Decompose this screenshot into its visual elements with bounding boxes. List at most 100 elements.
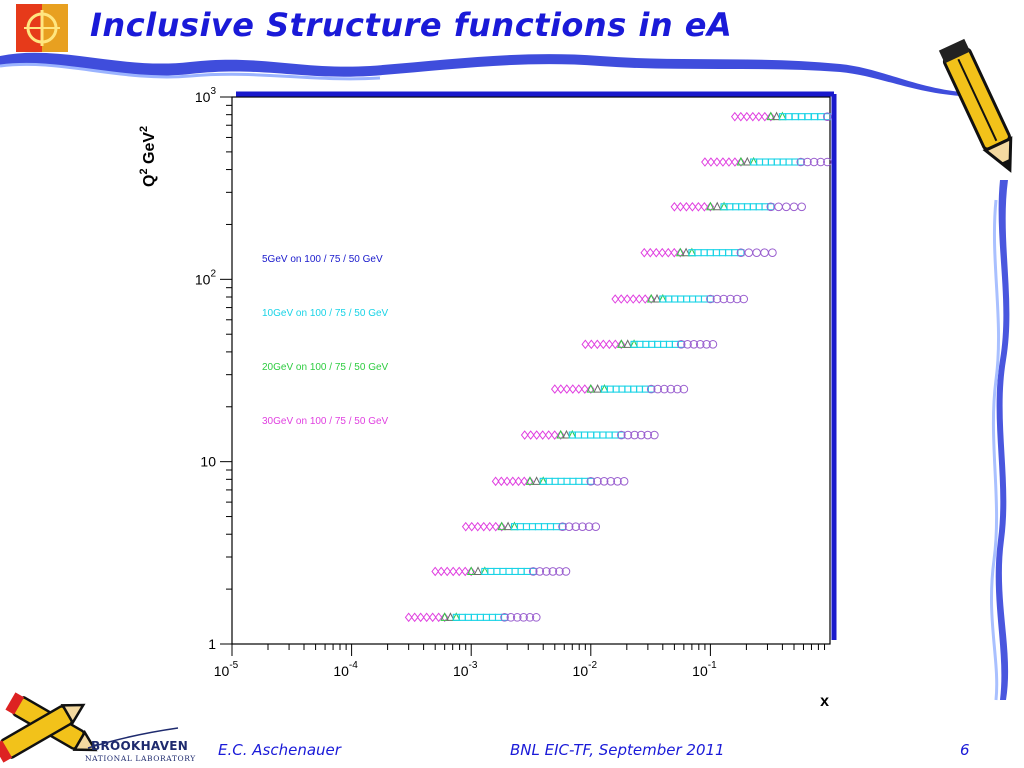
circle-marker <box>512 613 522 622</box>
diamond-marker <box>538 430 547 440</box>
circle-marker <box>653 384 663 394</box>
circle-marker <box>500 613 509 622</box>
circle-marker <box>531 613 541 622</box>
y-tick-label: 10 <box>200 454 216 470</box>
diamond-marker <box>587 339 596 350</box>
diamond-marker <box>556 430 565 440</box>
circle-marker <box>646 384 656 394</box>
circle-marker <box>617 430 626 440</box>
diamond-marker <box>688 201 697 212</box>
circle-marker <box>695 340 705 349</box>
diamond-marker <box>593 339 602 350</box>
diamond-marker <box>611 294 620 304</box>
circle-marker <box>726 294 735 304</box>
circle-marker <box>623 430 633 440</box>
triangle-marker <box>593 383 602 393</box>
diamond-marker <box>416 612 425 623</box>
triangle-marker <box>681 247 691 257</box>
bnl-logo-text: BROOKHAVEN <box>91 739 189 753</box>
circle-marker <box>630 430 639 440</box>
square-marker <box>737 249 745 257</box>
circle-marker <box>673 384 682 394</box>
conference-logo <box>16 4 68 52</box>
square-marker <box>767 203 775 211</box>
diamond-marker <box>574 384 583 394</box>
diamond-marker <box>491 476 500 487</box>
triangle-marker <box>766 111 776 121</box>
circle-marker <box>796 157 806 167</box>
y-tick-label: 102 <box>195 268 217 287</box>
circle-marker <box>768 248 777 257</box>
triangle-marker <box>706 201 715 211</box>
slide-title: Inclusive Structure functions in eA <box>90 6 733 44</box>
diamond-marker <box>520 430 529 440</box>
diamond-marker <box>514 476 523 487</box>
diamond-marker <box>599 339 608 350</box>
diamond-marker <box>431 566 440 577</box>
y-axis-label: Q2 GeV2 <box>138 126 158 187</box>
diamond-marker <box>550 430 559 440</box>
diamond-marker <box>404 612 413 623</box>
diamond-marker <box>455 566 464 577</box>
diamond-marker <box>682 201 691 212</box>
diamond-marker <box>410 612 419 623</box>
y-tick-label: 103 <box>195 86 217 105</box>
circle-marker <box>683 340 692 349</box>
plot-area <box>231 96 831 645</box>
legend-entry: 10GeV on 100 / 75 / 50 GeV <box>262 308 389 319</box>
circle-marker <box>561 567 571 576</box>
circle-marker <box>706 294 715 304</box>
diamond-marker <box>754 111 763 122</box>
triangle-marker <box>742 156 752 166</box>
legend-entry: 5GeV on 100 / 75 / 50 GeV <box>262 254 383 265</box>
diamond-marker <box>676 247 685 258</box>
circle-marker <box>739 294 749 304</box>
circle-marker <box>666 384 676 394</box>
circle-marker <box>823 157 832 167</box>
circle-marker <box>506 613 516 622</box>
diamond-marker <box>461 566 470 577</box>
footer-author: E.C. Aschenauer <box>218 741 341 759</box>
circle-marker <box>613 477 622 486</box>
circle-marker <box>659 384 669 394</box>
circle-marker <box>803 157 812 167</box>
circle-marker <box>732 294 742 304</box>
triangle-marker <box>646 293 656 303</box>
x-tick-label: 10-1 <box>692 660 717 679</box>
diamond-marker <box>713 157 721 167</box>
circle-marker <box>606 477 616 486</box>
diamond-marker <box>647 294 656 304</box>
circle-marker <box>643 430 653 440</box>
diamond-marker <box>766 111 775 122</box>
pencil-icon <box>938 38 1013 173</box>
diamond-marker <box>719 157 727 167</box>
diamond-marker <box>701 157 709 167</box>
diamond-marker <box>443 566 452 577</box>
triangle-marker <box>556 429 565 439</box>
diamond-marker <box>760 111 769 122</box>
diamond-marker <box>440 612 449 623</box>
diamond-marker <box>623 294 632 304</box>
diamond-marker <box>497 476 506 487</box>
diamond-marker <box>736 111 745 122</box>
diamond-marker <box>664 247 673 258</box>
diamond-marker <box>611 339 620 350</box>
diamond-marker <box>640 247 649 258</box>
circle-marker <box>679 384 689 394</box>
circle-marker <box>708 340 718 349</box>
diamond-marker <box>731 157 739 167</box>
diamond-marker <box>730 111 739 122</box>
triangle-marker <box>525 476 535 485</box>
circle-marker <box>535 567 545 576</box>
diamond-marker <box>635 294 644 304</box>
circle-marker <box>593 477 602 486</box>
triangle-marker <box>617 339 626 348</box>
diamond-marker <box>617 294 626 304</box>
diamond-marker <box>473 521 482 532</box>
circle-marker <box>525 613 535 622</box>
diamond-marker <box>700 201 709 212</box>
side-ribbon <box>995 180 1010 700</box>
diamond-marker <box>497 521 506 532</box>
triangle-marker <box>772 111 781 121</box>
circle-marker <box>599 477 609 486</box>
